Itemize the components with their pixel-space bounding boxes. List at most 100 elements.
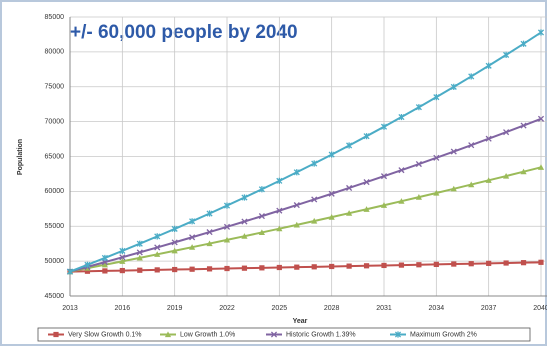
marker	[415, 194, 422, 200]
marker	[363, 179, 370, 186]
marker	[136, 240, 143, 247]
y-tick-label: 55000	[45, 223, 65, 230]
marker	[101, 261, 108, 268]
y-tick-label: 50000	[45, 258, 65, 265]
marker	[311, 264, 317, 270]
marker	[258, 186, 265, 193]
marker	[136, 249, 143, 256]
marker	[171, 225, 178, 233]
marker	[276, 207, 283, 214]
marker	[503, 129, 510, 136]
marker	[486, 260, 492, 266]
marker	[363, 133, 370, 140]
marker	[468, 261, 474, 267]
marker	[503, 260, 509, 266]
marker	[119, 254, 126, 261]
marker	[485, 177, 492, 183]
marker	[206, 229, 213, 236]
marker	[84, 268, 91, 274]
legend-label: Maximum Growth 2%	[410, 331, 477, 338]
marker	[380, 123, 388, 130]
marker	[136, 254, 143, 261]
marker	[520, 40, 527, 47]
marker	[520, 122, 527, 129]
marker	[171, 239, 178, 246]
marker	[259, 265, 265, 271]
marker	[328, 151, 335, 158]
marker	[276, 264, 282, 271]
legend-label: Historic Growth 1.39%	[286, 331, 356, 338]
marker	[241, 265, 248, 271]
marker	[241, 233, 248, 239]
marker	[398, 167, 405, 174]
marker	[84, 261, 91, 268]
marker	[537, 115, 545, 122]
marker	[451, 261, 457, 267]
y-tick-label: 70000	[45, 118, 65, 125]
marker	[346, 184, 353, 192]
marker	[223, 236, 231, 243]
marker	[416, 262, 422, 268]
marker	[102, 268, 108, 274]
marker	[450, 83, 457, 90]
marker	[450, 148, 457, 155]
x-axis-label: Year	[293, 318, 308, 325]
x-tick-label: 2037	[481, 305, 497, 312]
marker	[346, 210, 353, 216]
marker	[346, 142, 353, 149]
marker	[537, 164, 545, 170]
y-tick-label: 80000	[45, 49, 65, 56]
marker	[154, 251, 161, 257]
marker	[206, 210, 213, 217]
marker	[537, 29, 545, 36]
marker	[503, 51, 510, 58]
marker	[311, 196, 318, 203]
marker	[206, 240, 213, 247]
series-line	[69, 31, 542, 273]
marker	[206, 266, 213, 272]
marker	[189, 218, 196, 225]
marker	[189, 266, 195, 272]
marker	[503, 172, 510, 179]
y-tick-label: 65000	[45, 153, 65, 160]
marker	[293, 169, 300, 176]
marker	[294, 264, 300, 270]
marker	[311, 217, 318, 224]
marker	[380, 202, 388, 208]
marker	[84, 265, 91, 271]
marker	[189, 244, 196, 250]
legend-label: Low Growth 1.0%	[180, 331, 235, 338]
marker	[433, 154, 440, 161]
x-tick-label: 2040	[533, 305, 547, 312]
marker	[394, 331, 402, 338]
y-tick-label: 60000	[45, 188, 65, 195]
marker	[433, 189, 440, 196]
marker	[398, 113, 405, 121]
marker	[137, 267, 143, 273]
y-tick-label: 75000	[45, 84, 65, 91]
marker	[293, 202, 300, 209]
marker	[381, 262, 387, 269]
x-tick-label: 2019	[167, 305, 183, 312]
legend-label: Very Slow Growth 0.1%	[68, 331, 142, 338]
marker	[468, 181, 475, 188]
marker	[346, 263, 352, 269]
x-tick-label: 2016	[115, 305, 131, 312]
marker	[189, 234, 196, 241]
marker	[450, 185, 457, 192]
marker	[241, 218, 248, 225]
marker	[154, 267, 160, 273]
marker	[258, 213, 265, 220]
marker	[270, 331, 278, 338]
x-tick-label: 2022	[219, 305, 235, 312]
marker	[293, 221, 300, 228]
marker	[485, 135, 492, 142]
marker	[101, 254, 108, 262]
marker	[258, 229, 265, 236]
marker	[468, 73, 475, 80]
marker	[415, 160, 422, 168]
marker	[223, 202, 231, 209]
marker	[328, 214, 335, 220]
marker	[398, 262, 405, 268]
